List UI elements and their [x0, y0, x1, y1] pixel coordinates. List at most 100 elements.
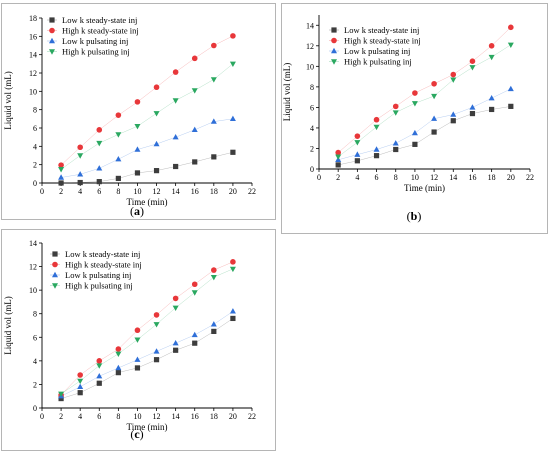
chart-panel-c: 0 2 4 6 8 10 12 14 16 18 20 22 0 2 4 6 8 10 12 14 Time (min)… [1, 229, 276, 451]
panel-border [281, 3, 548, 234]
x-tick-label: 18 [210, 412, 218, 421]
data-point [134, 123, 141, 130]
data-point [58, 162, 64, 168]
data-point [469, 110, 476, 117]
y-tick-label: 12 [29, 69, 37, 78]
data-point [211, 328, 217, 334]
y-tick-label: 18 [29, 14, 37, 23]
data-point [77, 144, 83, 151]
data-point [392, 103, 399, 110]
data-point [411, 101, 418, 107]
x-tick-label: 12 [153, 412, 161, 421]
data-point [230, 315, 236, 322]
legend-marker [331, 27, 337, 33]
data-point [134, 146, 141, 152]
data-point [230, 149, 236, 155]
y-tick-label: 16 [29, 32, 37, 41]
x-tick-label: 6 [97, 187, 101, 196]
data-point [373, 153, 380, 159]
legend-label: Low k steady-state inj [65, 249, 140, 259]
data-point [134, 170, 141, 176]
data-point [115, 112, 122, 118]
data-point [211, 154, 217, 160]
series-line-1 [60, 35, 234, 166]
data-point [211, 267, 217, 273]
data-point [354, 133, 361, 139]
data-point [508, 24, 514, 31]
x-tick-label: 2 [336, 173, 340, 182]
data-point [335, 149, 341, 156]
data-point [211, 42, 217, 49]
series-line-2 [60, 311, 234, 397]
data-point [172, 69, 179, 75]
legend-marker [49, 27, 55, 34]
legend-label: High k steady-state inj [344, 36, 421, 46]
data-point [153, 322, 160, 328]
data-point [373, 146, 380, 152]
panel-label: (a) [130, 204, 144, 218]
x-tick-label: 6 [375, 173, 379, 182]
data-point [96, 358, 103, 364]
y-tick-label: 10 [29, 286, 37, 295]
data-point [488, 54, 495, 61]
data-point [450, 111, 457, 117]
data-point [508, 103, 514, 109]
data-point [191, 281, 198, 288]
data-point [335, 154, 342, 160]
data-point [229, 308, 236, 314]
y-tick-label: 10 [29, 87, 37, 96]
data-point [191, 88, 198, 94]
data-point [210, 118, 217, 124]
x-tick-label: 10 [411, 173, 419, 182]
data-point [134, 337, 141, 343]
data-point [77, 383, 84, 389]
legend-marker [52, 283, 58, 289]
data-point [58, 167, 65, 173]
y-tick-label: 14 [306, 21, 314, 30]
data-point [134, 327, 141, 334]
data-point [58, 395, 64, 402]
series-line-0 [61, 318, 234, 399]
legend-label: Low k steady-state inj [62, 15, 137, 25]
data-point [153, 140, 160, 147]
y-axis-title: Liquid vol (mL) [3, 296, 13, 355]
data-point [115, 364, 122, 371]
data-point [191, 331, 198, 338]
data-point [210, 321, 217, 327]
y-tick-label: 12 [306, 42, 314, 51]
y-tick-label: 14 [29, 239, 37, 248]
y-tick-label: 6 [310, 103, 314, 112]
chart-panel-a: 0 2 4 6 8 10 12 14 16 18 20 22 0 2 4 6 8 10 12 14 16 18 Time (… [1, 3, 276, 220]
legend-marker [49, 49, 55, 55]
data-point [192, 340, 198, 346]
data-point [115, 175, 121, 182]
data-point [58, 391, 65, 398]
data-point [115, 351, 122, 357]
legend-label: Low k pulsating inj [65, 270, 131, 280]
x-tick-label: 18 [210, 187, 218, 196]
x-tick-label: 8 [394, 173, 398, 182]
data-point [489, 106, 495, 113]
x-tick-label: 10 [133, 412, 141, 421]
data-point [450, 77, 457, 83]
data-point [77, 171, 84, 177]
data-point [153, 168, 160, 174]
data-point [210, 274, 217, 281]
data-point [431, 115, 438, 121]
x-tick-label: 6 [97, 412, 101, 421]
legend-marker [49, 17, 55, 23]
data-point [431, 129, 437, 135]
x-tick-label: 20 [229, 187, 237, 196]
x-tick-label: 18 [488, 173, 496, 182]
x-axis-title: Time (min) [127, 422, 168, 432]
data-point [230, 259, 236, 265]
x-tick-label: 8 [116, 412, 120, 421]
legend-label: High k pulsating inj [65, 281, 133, 291]
data-point [354, 140, 361, 146]
legend-marker [331, 59, 337, 65]
series-line-2 [61, 118, 233, 178]
y-tick-label: 8 [33, 106, 37, 115]
x-tick-label: 8 [116, 187, 120, 196]
legend-marker [52, 251, 58, 257]
